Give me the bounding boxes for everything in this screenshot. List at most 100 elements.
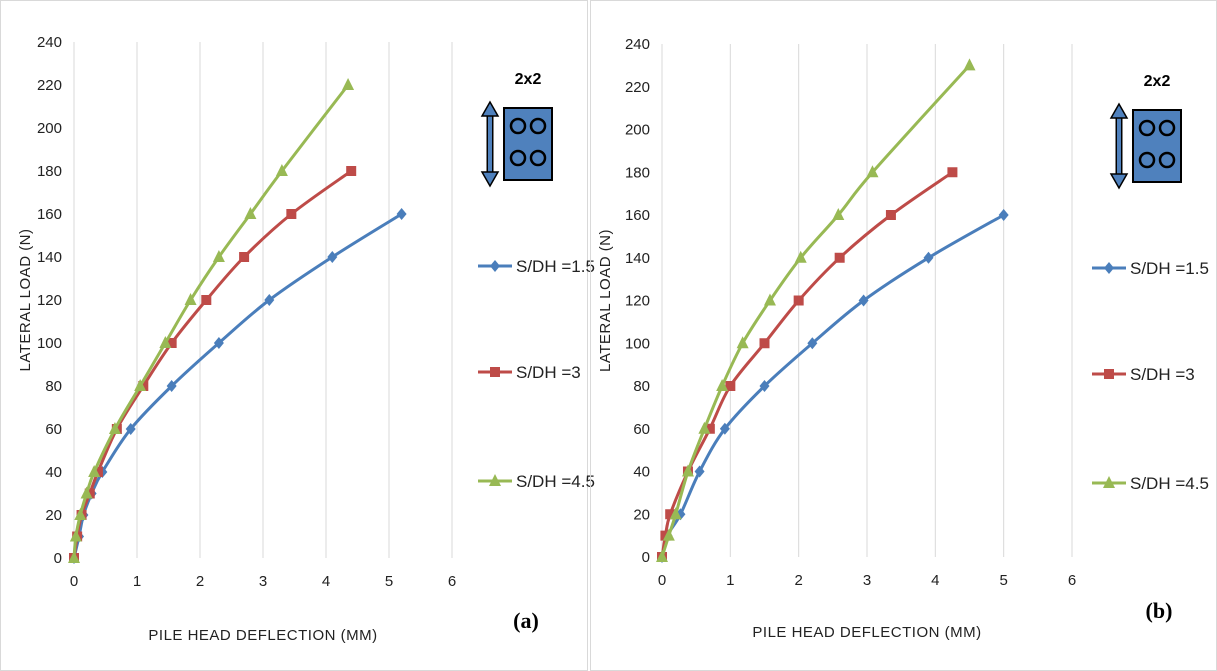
data-point xyxy=(665,509,676,520)
gridlines xyxy=(73,42,453,558)
pile-circle xyxy=(1138,119,1156,137)
x-tick-label: 4 xyxy=(322,573,330,590)
data-point xyxy=(212,250,225,262)
y-tick-label: 240 xyxy=(625,36,650,53)
chart-panel-a: 0 20 40 60 80 100 120 140 160 180 200 220 240 0 1 2 3 4 5 6… xyxy=(0,0,595,671)
y-tick-label: 60 xyxy=(45,421,62,438)
data-point xyxy=(719,422,730,435)
legend-entry: S/DH =4.5 xyxy=(516,472,595,491)
pile-group-icon: 2x2 xyxy=(480,71,553,188)
data-point xyxy=(201,295,212,305)
data-point xyxy=(134,379,147,391)
pile-circle xyxy=(509,149,527,167)
x-tick-label: 2 xyxy=(794,572,802,589)
data-point xyxy=(166,380,177,392)
y-tick-label: 120 xyxy=(625,293,650,310)
x-tick-label: 2 xyxy=(196,573,204,590)
data-point xyxy=(80,486,93,499)
pile-circle xyxy=(529,149,547,167)
data-point xyxy=(807,337,818,350)
series-3: S/DH =4.5 xyxy=(68,78,595,563)
y-tick-label: 100 xyxy=(625,335,650,352)
data-point xyxy=(166,338,177,348)
panel-label: (b) xyxy=(1146,598,1173,623)
data-point xyxy=(213,337,224,349)
x-axis-title: PILE HEAD DEFLECTION (MM) xyxy=(148,627,377,644)
data-point xyxy=(275,164,288,176)
pile-circle xyxy=(1158,119,1176,137)
y-tick-label: 20 xyxy=(45,507,62,524)
y-tick-label: 40 xyxy=(633,464,650,481)
x-tick-label: 0 xyxy=(658,572,666,589)
data-point xyxy=(92,467,103,477)
data-point xyxy=(832,208,845,220)
data-point xyxy=(763,293,776,306)
data-point xyxy=(264,294,275,306)
data-point xyxy=(662,528,675,541)
legend-entry: S/DH =1.5 xyxy=(516,257,595,276)
arrow-head-up xyxy=(1109,102,1129,119)
data-point xyxy=(947,167,958,178)
data-point xyxy=(885,210,896,220)
group-label: 2x2 xyxy=(515,71,542,88)
pile-circle xyxy=(1138,151,1156,169)
data-point xyxy=(725,381,736,391)
y-tick-label: 240 xyxy=(37,34,62,51)
data-point xyxy=(736,336,749,349)
data-point xyxy=(88,465,101,477)
data-point xyxy=(793,295,804,306)
pile-circle xyxy=(1158,151,1176,169)
y-tick-label: 40 xyxy=(45,464,62,481)
legend-swatch-marker xyxy=(1104,369,1114,379)
data-point xyxy=(108,422,121,434)
x-tick-label: 6 xyxy=(1068,572,1076,589)
x-tick-label: 0 xyxy=(70,573,78,590)
series-line xyxy=(72,84,350,559)
legend-swatch-marker xyxy=(490,367,500,377)
data-point xyxy=(694,465,705,478)
data-point xyxy=(794,250,807,263)
x-tick-label: 1 xyxy=(726,572,734,589)
data-point xyxy=(834,252,845,263)
y-tick-label: 160 xyxy=(625,207,650,224)
data-point xyxy=(759,380,770,392)
legend-entry: S/DH =1.5 xyxy=(1130,259,1209,278)
y-tick-label: 20 xyxy=(633,506,650,523)
y-tick-label: 0 xyxy=(54,550,62,567)
x-tick-label: 3 xyxy=(259,573,267,590)
arrow-head-down xyxy=(1109,173,1129,190)
arrow-head-up xyxy=(480,100,500,117)
chart-panel-b: 0 20 40 60 80 100 120 140 160 180 200 220 240 0 1 2 3 4 5 6… xyxy=(590,0,1217,671)
y-tick-label: 180 xyxy=(37,163,62,180)
legend-entry: S/DH =3 xyxy=(516,363,581,382)
x-tick-label: 4 xyxy=(931,572,939,589)
data-point xyxy=(244,207,257,219)
data-point xyxy=(858,294,869,307)
y-tick-label: 0 xyxy=(642,549,650,566)
data-point xyxy=(669,507,682,520)
legend-swatch-marker xyxy=(489,474,501,486)
panel-label: (a) xyxy=(513,608,539,633)
data-point xyxy=(704,423,715,434)
data-point xyxy=(656,550,668,562)
series-line xyxy=(72,169,353,559)
x-tick-label: 5 xyxy=(385,573,393,590)
pile-cap xyxy=(1132,109,1182,183)
data-point xyxy=(866,165,879,178)
chart-a-svg: 0 20 40 60 80 100 120 140 160 180 200 220 240 0 1 2 3 4 5 6… xyxy=(17,34,595,644)
legend-swatch-marker xyxy=(490,260,500,272)
data-point xyxy=(327,251,338,263)
data-point xyxy=(184,293,197,305)
y-tick-label: 140 xyxy=(37,249,62,266)
series-2: S/DH =3 xyxy=(69,166,581,563)
y-tick-label: 220 xyxy=(37,77,62,94)
data-point xyxy=(69,529,82,542)
x-tick-label: 6 xyxy=(448,573,456,590)
data-point xyxy=(125,423,136,435)
y-tick-label: 220 xyxy=(625,79,650,96)
series-line xyxy=(660,213,1005,558)
data-point xyxy=(286,209,297,219)
y-tick-label: 80 xyxy=(633,378,650,395)
y-tick-label: 200 xyxy=(37,120,62,137)
arrow-head-down xyxy=(480,171,500,188)
